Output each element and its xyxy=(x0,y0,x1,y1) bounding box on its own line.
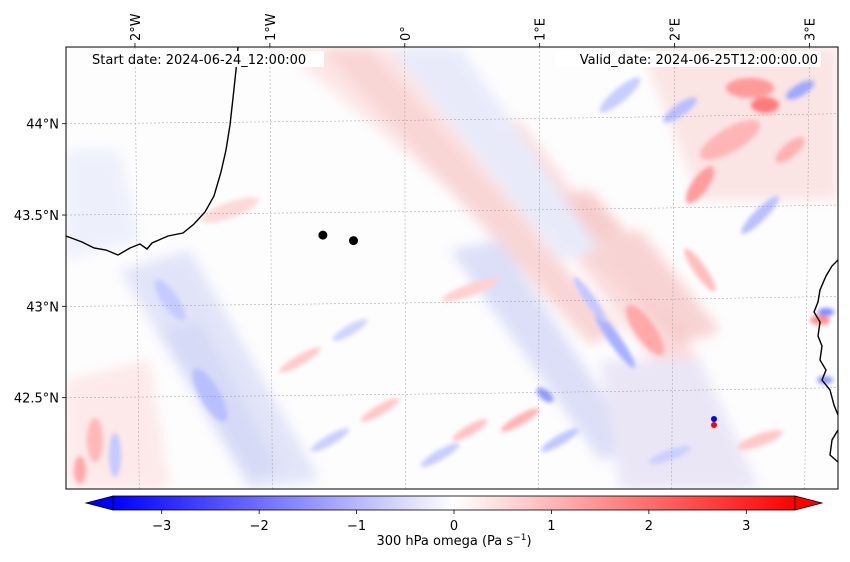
longitude-labels: 2°W 1°W 0° 1°E 2°E 3°E xyxy=(129,13,819,41)
lat-gridline xyxy=(65,296,839,307)
lat-gridline xyxy=(65,387,839,398)
gridlines xyxy=(65,46,839,490)
lat-tick-label: 42.5°N xyxy=(14,392,59,407)
lon-tick-label: 1°E xyxy=(534,18,549,41)
lat-gridline xyxy=(65,204,839,216)
colorbar-gradient xyxy=(112,495,796,511)
lat-tick-label: 43.5°N xyxy=(14,209,59,224)
valid-date-label: Valid_date: 2024-06-25T12:00:00.00 xyxy=(580,53,818,68)
lat-tick-label: 43°N xyxy=(26,300,59,315)
lon-tick-label: 1°W xyxy=(264,13,279,41)
station-marker xyxy=(318,230,328,240)
map-panel: Start date: 2024-06-24_12:00:00 Valid_da… xyxy=(14,13,839,490)
colorbar-tick-label: 2 xyxy=(645,519,653,534)
coastline-east-lower xyxy=(829,429,838,463)
lon-gridline xyxy=(134,46,140,490)
lon-gridline xyxy=(269,46,273,490)
station-marker xyxy=(349,236,359,246)
colorbar-tick-label: 3 xyxy=(742,519,750,534)
colorbar-ticks: −3 −2 −1 0 1 2 3 xyxy=(152,510,750,534)
colorbar-tick-label: −3 xyxy=(152,519,171,534)
colorbar: −3 −2 −1 0 1 2 3 300 hPa omega (Pa s−1) xyxy=(84,495,824,549)
lon-gridline xyxy=(404,46,406,490)
lon-tick-label: 2°W xyxy=(129,13,144,41)
lat-gridline xyxy=(65,113,839,124)
lon-gridline xyxy=(671,46,675,490)
colorbar-label: 300 hPa omega (Pa s−1) xyxy=(376,533,531,549)
coastlines xyxy=(66,47,838,463)
colorbar-tick-label: 0 xyxy=(450,519,458,534)
tick-marks xyxy=(62,43,810,399)
valid-date-box xyxy=(555,51,821,67)
colorbar-tick-label: 1 xyxy=(547,519,555,534)
colorbar-tick-label: −2 xyxy=(250,519,269,534)
lon-tick-label: 0° xyxy=(399,26,414,41)
omega-dipole-blue xyxy=(711,416,717,422)
lon-gridline xyxy=(538,46,540,490)
colorbar-extend-low xyxy=(84,495,114,511)
lon-tick-label: 2°E xyxy=(669,18,684,41)
start-date-label: Start date: 2024-06-24_12:00:00 xyxy=(92,53,306,68)
omega-dipole-red xyxy=(711,422,717,428)
latitude-labels: 44°N 43.5°N 43°N 42.5°N xyxy=(14,118,59,407)
station-markers xyxy=(318,230,359,246)
colorbar-extend-high xyxy=(794,495,824,511)
map-frame xyxy=(65,46,839,490)
omega-field xyxy=(66,47,838,489)
start-date-box xyxy=(88,51,324,67)
coastline-east xyxy=(813,259,838,416)
lon-gridline xyxy=(804,46,810,490)
colorbar-tick-label: −1 xyxy=(347,519,366,534)
coastline-west xyxy=(66,47,239,256)
lat-tick-label: 44°N xyxy=(26,118,59,133)
lon-tick-label: 3°E xyxy=(803,18,818,41)
